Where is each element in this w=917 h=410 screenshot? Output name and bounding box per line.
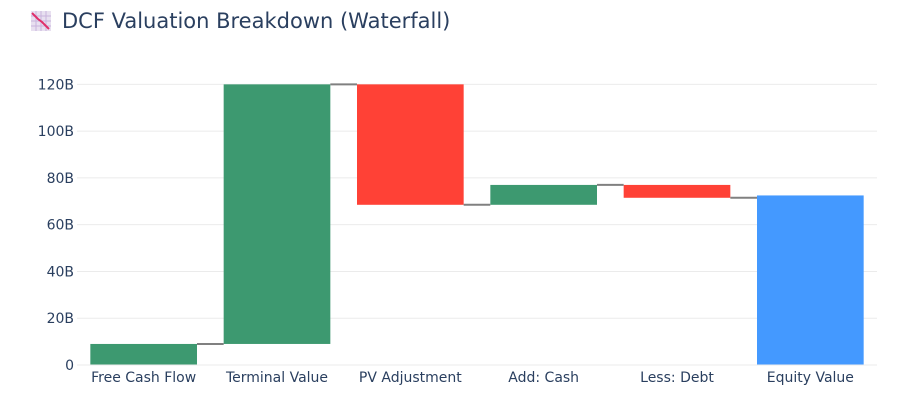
x-tick-label: Add: Cash — [508, 370, 579, 386]
waterfall-bar — [757, 195, 864, 365]
chart-icon — [31, 11, 51, 31]
waterfall-bar — [357, 84, 464, 205]
y-tick-label: 120B — [38, 77, 74, 93]
waterfall-bar — [90, 343, 197, 365]
y-tick-label: 40B — [47, 264, 74, 280]
y-tick-label: 100B — [38, 124, 74, 140]
y-tick-label: 60B — [47, 218, 74, 234]
chart-title: DCF Valuation Breakdown (Waterfall) — [62, 9, 451, 33]
y-tick-label: 20B — [47, 311, 74, 327]
waterfall-bar — [490, 184, 597, 205]
x-tick-label: Free Cash Flow — [91, 370, 196, 386]
chart-header: DCF Valuation Breakdown (Waterfall) — [30, 6, 450, 36]
x-tick-label: Terminal Value — [225, 370, 328, 386]
y-tick-label: 0 — [65, 358, 74, 374]
x-tick-label: Less: Debt — [640, 370, 714, 386]
waterfall-bar — [623, 184, 731, 198]
y-tick-label: 80B — [47, 171, 74, 187]
waterfall-bar — [223, 84, 331, 344]
x-tick-label: Equity Value — [767, 370, 854, 386]
x-tick-label: PV Adjustment — [359, 370, 462, 386]
